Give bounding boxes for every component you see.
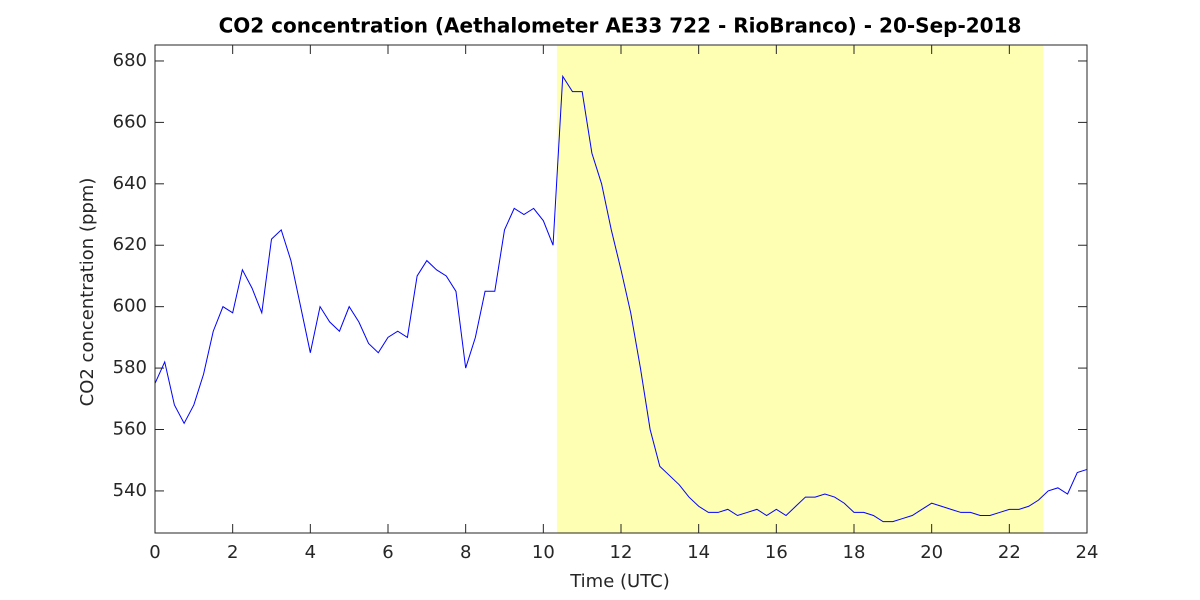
x-tick-label: 2: [227, 542, 238, 563]
y-tick-label: 560: [113, 419, 147, 440]
x-tick-label: 24: [1076, 542, 1099, 563]
chart-title: CO2 concentration (Aethalometer AE33 722…: [219, 14, 1022, 38]
y-tick-label: 660: [113, 111, 147, 132]
x-tick-label: 4: [305, 542, 316, 563]
x-tick-label: 20: [920, 542, 943, 563]
x-tick-label: 6: [382, 542, 393, 563]
x-tick-label: 8: [460, 542, 471, 563]
y-tick-label: 600: [113, 296, 147, 317]
y-tick-label: 680: [113, 50, 147, 71]
x-tick-label: 12: [610, 542, 633, 563]
y-tick-label: 580: [113, 357, 147, 378]
x-tick-label: 16: [765, 542, 788, 563]
data-line: [154, 74, 1088, 523]
y-tick-label: 640: [113, 173, 147, 194]
shaded-region: [556, 45, 1044, 533]
x-tick-label: 10: [532, 542, 555, 563]
y-tick-label: 540: [113, 480, 147, 501]
x-tick-label: 0: [149, 542, 160, 563]
x-tick-label: 22: [998, 542, 1021, 563]
x-axis-label: Time (UTC): [569, 571, 670, 592]
x-tick-label: 18: [843, 542, 866, 563]
y-tick-label: 620: [113, 234, 147, 255]
x-tick-label: 14: [687, 542, 710, 563]
y-axis-label: CO2 concentration (ppm): [77, 178, 98, 407]
